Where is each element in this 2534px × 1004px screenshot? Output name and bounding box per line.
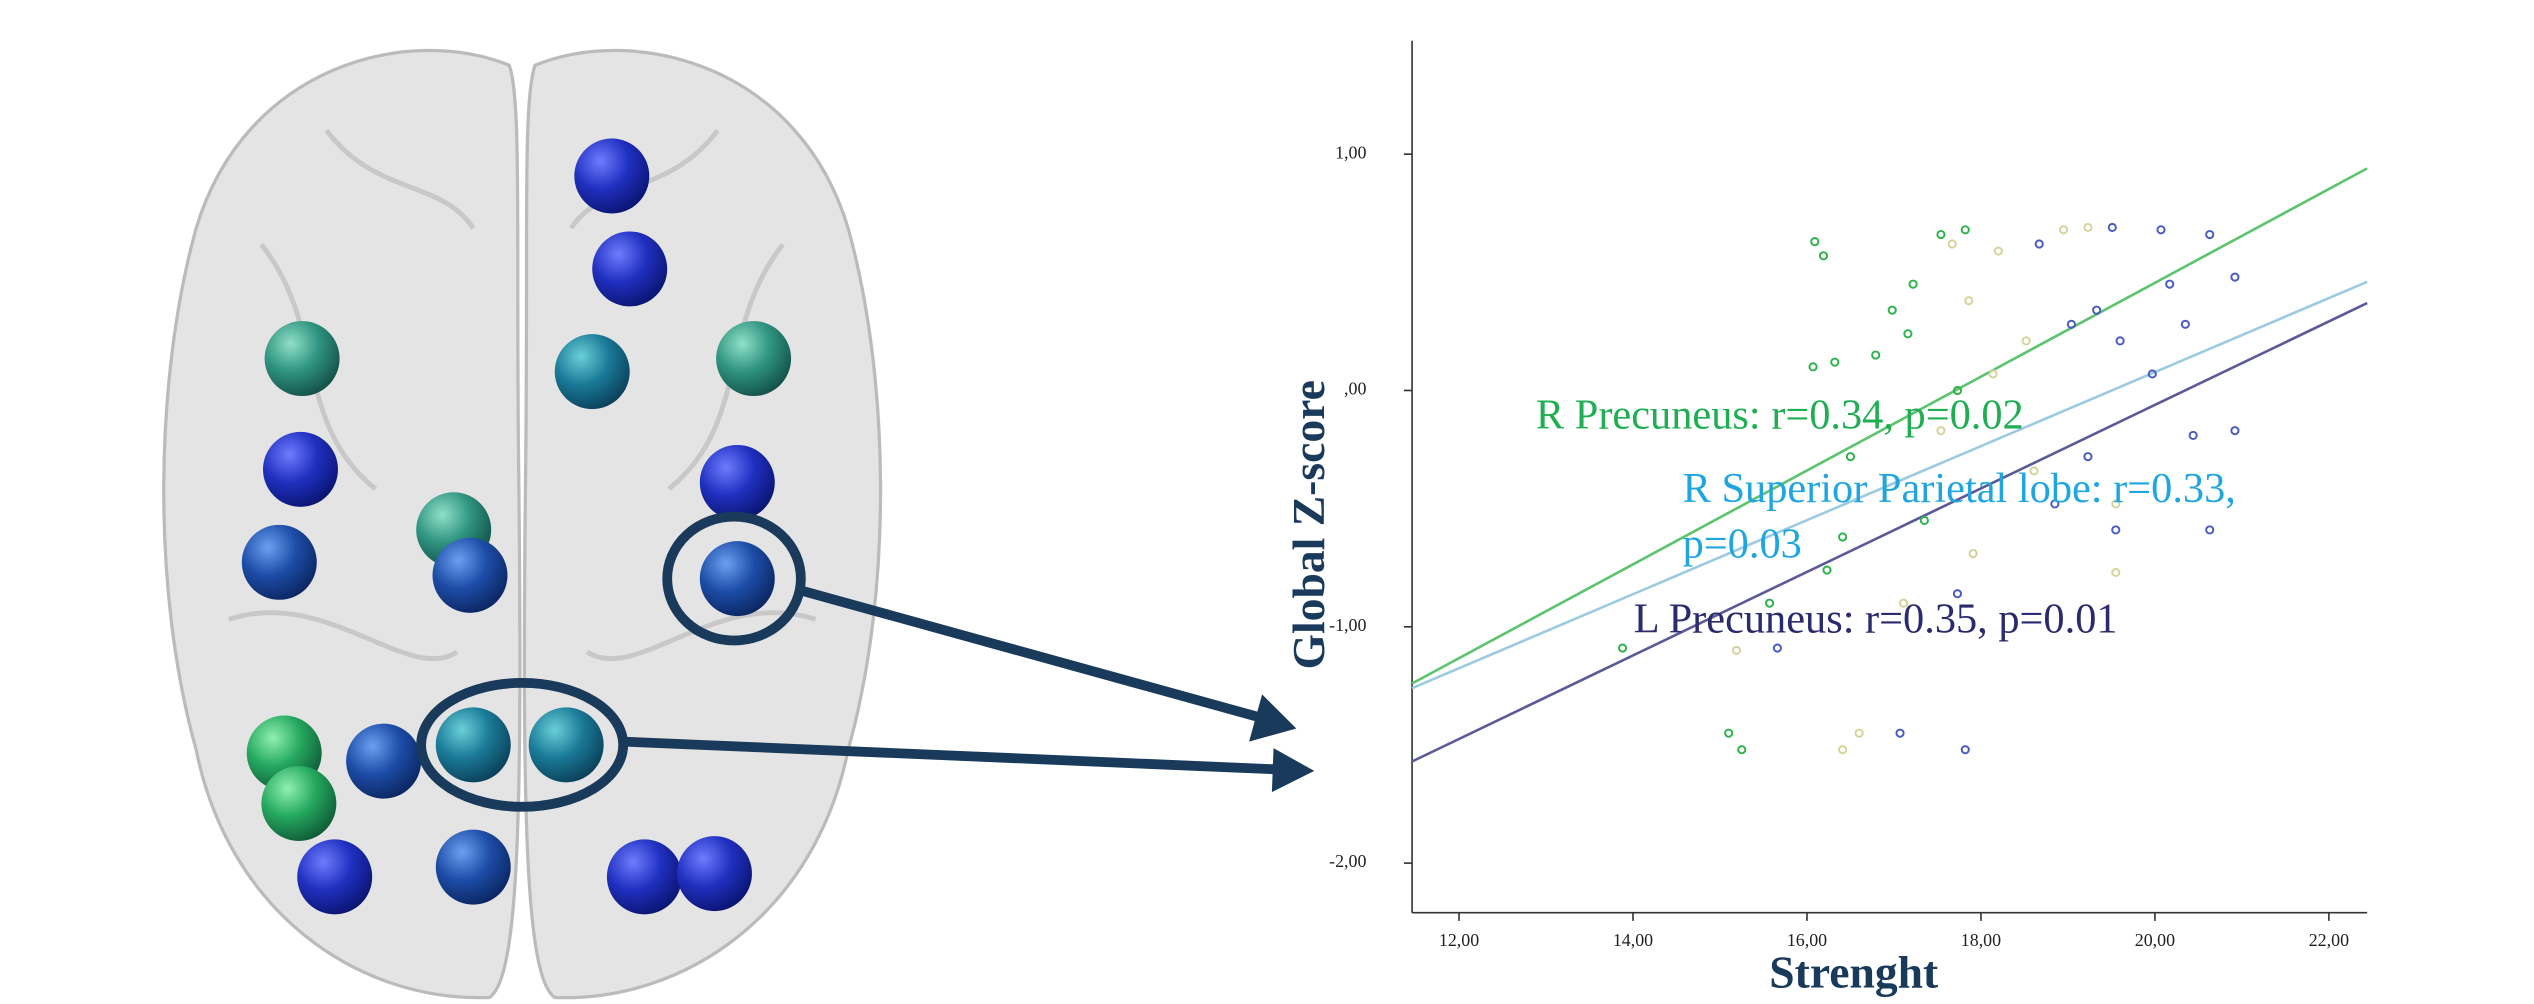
point xyxy=(2112,569,2119,576)
point xyxy=(2093,307,2100,314)
point xyxy=(2182,321,2189,328)
point xyxy=(1949,240,1956,247)
point xyxy=(1937,231,1944,238)
point xyxy=(2112,526,2119,533)
point xyxy=(1811,238,1818,245)
point xyxy=(1738,746,1745,753)
y-tick-label: 1,00 xyxy=(1335,142,1366,162)
point xyxy=(2023,337,2030,344)
brain xyxy=(164,50,1315,997)
figure: Strenght Global Z-score 1,00 ,00 -1,00 -2,0… xyxy=(0,0,2534,1004)
y-tick-label: -2,00 xyxy=(1329,851,1366,871)
fit-line xyxy=(1412,303,2367,761)
point xyxy=(1823,566,1830,573)
annotation: L Precuneus: r=0.35, p=0.01 xyxy=(1634,595,2118,642)
point xyxy=(1995,247,2002,254)
x-tick-label: 14,00 xyxy=(1613,930,1653,950)
point xyxy=(1965,297,1972,304)
annotation: R Precuneus: r=0.34, p=0.02 xyxy=(1536,392,2024,439)
point xyxy=(1921,517,1928,524)
point xyxy=(1619,644,1626,651)
point xyxy=(1820,252,1827,259)
point xyxy=(1733,647,1740,654)
y-axis-label: Global Z-score xyxy=(1283,380,1334,669)
point xyxy=(2117,337,2124,344)
point xyxy=(1896,730,1903,737)
y-tick-label: -1,00 xyxy=(1329,615,1366,635)
x-tick-label: 20,00 xyxy=(2135,930,2175,950)
page: Strenght Global Z-score 1,00 ,00 -1,00 -2,0… xyxy=(0,0,2534,1004)
point xyxy=(2206,231,2213,238)
point xyxy=(2231,427,2238,434)
point xyxy=(2109,224,2116,231)
point xyxy=(1962,746,1969,753)
point xyxy=(1725,730,1732,737)
point xyxy=(1872,351,1879,358)
point xyxy=(2084,453,2091,460)
point xyxy=(1847,453,1854,460)
point xyxy=(1889,307,1896,314)
x-axis-label: Strenght xyxy=(1769,947,1938,998)
point xyxy=(1809,363,1816,370)
point xyxy=(1962,226,1969,233)
point xyxy=(2060,226,2067,233)
point xyxy=(2084,224,2091,231)
point xyxy=(2157,226,2164,233)
point xyxy=(1904,330,1911,337)
point xyxy=(2166,281,2173,288)
x-tick-label: 12,00 xyxy=(1439,930,1479,950)
point xyxy=(1970,550,1977,557)
x-tick-label: 16,00 xyxy=(1787,930,1827,950)
x-tick-label: 22,00 xyxy=(2309,930,2349,950)
y-tick-label: ,00 xyxy=(1344,379,1366,399)
point xyxy=(1839,746,1846,753)
point xyxy=(1910,281,1917,288)
plot: Strenght Global Z-score 1,00 ,00 -1,00 -2,0… xyxy=(1283,41,2367,998)
point xyxy=(2190,432,2197,439)
annotation: R Superior Parietal lobe: r=0.33, xyxy=(1683,465,2236,512)
x-tick-label: 18,00 xyxy=(1961,930,2001,950)
point xyxy=(1856,730,1863,737)
point xyxy=(1774,644,1781,651)
point xyxy=(1839,533,1846,540)
point xyxy=(2036,240,2043,247)
point xyxy=(2206,526,2213,533)
point xyxy=(2231,273,2238,280)
annotation: p=0.03 xyxy=(1683,520,1802,567)
point xyxy=(1831,359,1838,366)
